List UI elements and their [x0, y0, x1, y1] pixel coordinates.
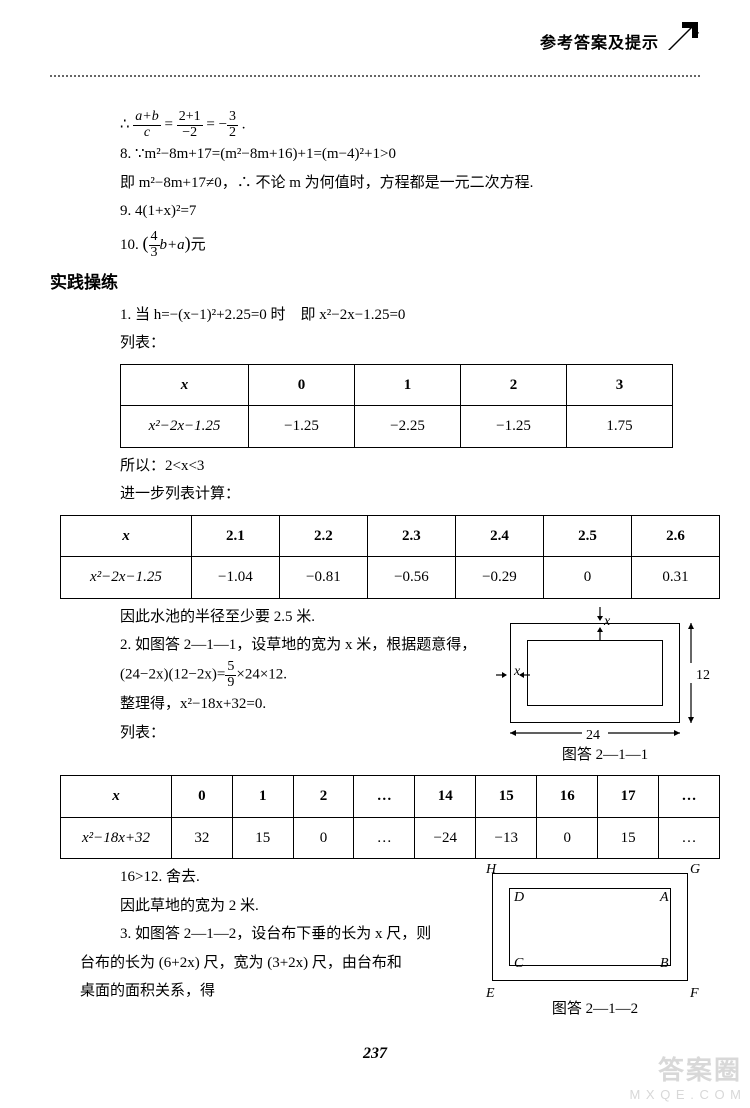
table-3: x 01 2… 1415 1617 … x²−18x+32 3215 0… −2… — [60, 775, 720, 859]
table-1: x 0 1 2 3 x²−2x−1.25 −1.25 −2.25 −1.25 1… — [120, 364, 673, 448]
page-content: ∴ a+bc = 2+1−2 = −32 . 8. ∵m²−8m+17=(m²−… — [50, 110, 710, 1024]
figure-2-1-2: H G E F D A C B 图答 2—1—2 — [480, 863, 710, 1024]
p2-line-e: 16>12. 舍去. — [50, 863, 472, 892]
p2-line-f: 因此草地的宽为 2 米. — [50, 892, 472, 921]
p3-line-a: 3. 如图答 2—1—2，设台布下垂的长为 x 尺，则 — [50, 920, 472, 949]
p3-line-b: 台布的长为 (6+2x) 尺，宽为 (3+2x) 尺，由台布和 — [50, 949, 472, 978]
header-divider — [50, 75, 700, 77]
figure-2-1-1: x x 12 24 图答 2—1 — [500, 603, 710, 770]
p1-line-e: 因此水池的半径至少要 2.5 米. — [50, 603, 492, 632]
eq-frac-abc: ∴ a+bc = 2+1−2 = −32 . — [50, 110, 710, 140]
p1-line-d: 进一步列表计算： — [50, 480, 710, 509]
line-8b: 即 m²−8m+17≠0，∴ 不论 m 为何值时，方程都是一元二次方程. — [50, 169, 710, 198]
watermark: 答案圈 M X Q E . C O M — [629, 1050, 742, 1102]
p1-line-b: 列表： — [50, 329, 710, 358]
p2-line-a: 2. 如图答 2—1—1，设草地的宽为 x 米，根据题意得， — [50, 631, 492, 660]
p1-line-c: 所以：2<x<3 — [50, 452, 710, 481]
header-title: 参考答案及提示 — [540, 29, 659, 53]
line-8: 8. ∵m²−8m+17=(m²−8m+16)+1=(m−4)²+1>0 — [50, 140, 710, 169]
line-10: 10. (43b+a)元 — [50, 226, 710, 261]
section-title: 实践操练 — [50, 267, 710, 299]
header-arrow-icon — [664, 20, 700, 61]
line-9: 9. 4(1+x)²=7 — [50, 197, 710, 226]
table-2: x 2.12.2 2.32.4 2.52.6 x²−2x−1.25 −1.04−… — [60, 515, 720, 599]
p2-equation: (24−2x)(12−2x)=59×24×12. — [50, 660, 492, 690]
p2-line-c: 整理得，x²−18x+32=0. — [50, 690, 492, 719]
p2-line-d: 列表： — [50, 719, 492, 748]
p1-line-a: 1. 当 h=−(x−1)²+2.25=0 时 即 x²−2x−1.25=0 — [50, 301, 710, 330]
p3-line-c: 桌面的面积关系，得 — [50, 977, 472, 1006]
